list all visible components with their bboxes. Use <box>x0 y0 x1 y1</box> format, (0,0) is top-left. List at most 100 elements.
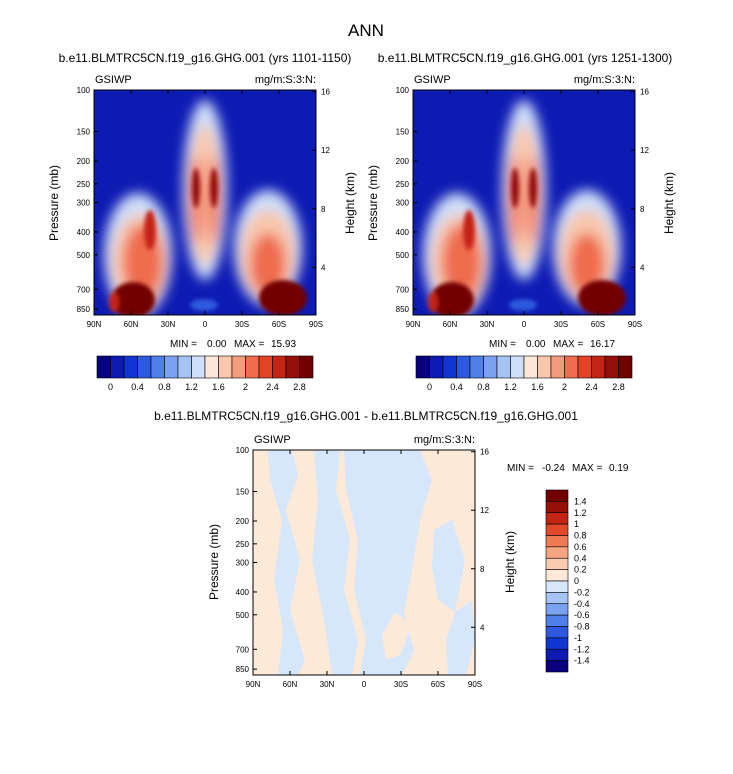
panel-3-max-label: MAX = <box>572 463 602 474</box>
panel-1-max-value: 15.93 <box>271 339 296 350</box>
x-tick-label: 60S <box>272 320 286 329</box>
colorbar-label: 0.4 <box>574 553 587 563</box>
y-tick-label: 500 <box>396 251 410 260</box>
panel-3-field <box>253 450 475 675</box>
y-tick-label: 250 <box>77 180 91 189</box>
y-tick-label: 300 <box>236 559 250 568</box>
panel-2-field <box>413 90 635 315</box>
colorbar-label: 2.8 <box>293 382 306 392</box>
colorbar-label: 2 <box>562 382 567 392</box>
x-tick-label: 30S <box>394 680 408 689</box>
colorbar-swatch <box>204 355 219 379</box>
y-tick-label: 400 <box>77 228 91 237</box>
panel-2-min-value: 0.00 <box>526 339 546 350</box>
panel-1-min-label: MIN = <box>170 339 197 350</box>
colorbar-swatch <box>442 355 457 379</box>
colorbar-label: 0.8 <box>574 531 587 541</box>
y-tick-label: 200 <box>236 517 250 526</box>
x-tick-label: 90N <box>87 320 102 329</box>
panel-3-y2-axis-title: Height (km) <box>503 531 517 593</box>
panel-2-y2-axis-title: Height (km) <box>662 172 676 234</box>
colorbar-label: 1.6 <box>531 382 544 392</box>
colorbar-swatch <box>245 355 260 379</box>
colorbar-label: -1 <box>574 633 582 643</box>
y-tick-label: 400 <box>396 228 410 237</box>
colorbar-label: -0.4 <box>574 599 590 609</box>
y-tick-label: 300 <box>77 199 91 208</box>
x-tick-label: 30N <box>320 680 335 689</box>
panel-1-units-label: mg/m:S:3:N: <box>255 74 316 86</box>
y-tick-label: 250 <box>236 540 250 549</box>
x-tick-label: 90S <box>468 680 482 689</box>
colorbar-swatch <box>545 512 569 525</box>
y2-tick-label: 8 <box>640 205 645 214</box>
x-tick-label: 60N <box>443 320 458 329</box>
panel-3-min-value: -0.24 <box>542 463 565 474</box>
colorbar-swatch <box>258 355 273 379</box>
colorbar-swatch <box>564 355 579 379</box>
colorbar-label: 0.4 <box>450 382 463 392</box>
panel-2-variable-label: GSIWP <box>414 74 451 86</box>
colorbar-swatch <box>510 355 525 379</box>
colorbar-label: 1.2 <box>574 508 587 518</box>
colorbar-label: 1.4 <box>574 496 587 506</box>
colorbar-label: 0 <box>574 576 579 586</box>
panel-1-variable-label: GSIWP <box>95 74 132 86</box>
y2-tick-label: 16 <box>480 448 489 457</box>
colorbar-swatch <box>545 603 569 616</box>
y-tick-label: 700 <box>236 645 250 654</box>
panel-3-min-label: MIN = <box>507 463 534 474</box>
colorbar-swatch <box>469 355 484 379</box>
panel-3-max-value: 0.19 <box>609 463 629 474</box>
colorbar-swatch <box>577 355 592 379</box>
colorbar-swatch <box>137 355 152 379</box>
y-tick-label: 100 <box>396 86 410 95</box>
colorbar-label: 1.6 <box>212 382 225 392</box>
colorbar-swatch <box>299 355 314 379</box>
colorbar-swatch <box>545 592 569 605</box>
colorbar-label: 0.4 <box>131 382 144 392</box>
y-tick-label: 250 <box>396 180 410 189</box>
x-tick-label: 30S <box>554 320 568 329</box>
colorbar-swatch <box>545 557 569 570</box>
panel-3: b.e11.BLMTRC5CN.f19_g16.GHG.001 - b.e11.… <box>154 409 629 689</box>
y-tick-label: 200 <box>77 157 91 166</box>
panel-1-field <box>94 90 316 315</box>
colorbar-swatch <box>96 355 111 379</box>
colorbar-swatch <box>150 355 165 379</box>
y2-tick-label: 4 <box>321 263 326 272</box>
colorbar-swatch <box>123 355 138 379</box>
colorbar-swatch <box>523 355 538 379</box>
colorbar-label: 0.2 <box>574 565 587 575</box>
colorbar-swatch <box>456 355 471 379</box>
y-tick-label: 200 <box>396 157 410 166</box>
panel-3-axes: 90N 60N 30N 0 30S 60S 90S 100 150 200 250 300 400 500… <box>236 446 490 689</box>
colorbar-swatch <box>415 355 430 379</box>
y-tick-label: 150 <box>396 128 410 137</box>
x-tick-label: 30N <box>161 320 176 329</box>
panel-2-min-label: MIN = <box>489 339 516 350</box>
x-tick-label: 60S <box>431 680 445 689</box>
y2-tick-label: 4 <box>480 623 485 632</box>
colorbar-swatch <box>545 626 569 639</box>
y-tick-label: 700 <box>77 285 91 294</box>
colorbar-swatch <box>545 489 569 502</box>
colorbar-label: 1.2 <box>504 382 517 392</box>
x-tick-label: 30S <box>235 320 249 329</box>
colorbar-swatch <box>272 355 287 379</box>
colorbar-label: -0.6 <box>574 610 590 620</box>
panel-1-subtitle: b.e11.BLMTRC5CN.f19_g16.GHG.001 (yrs 110… <box>59 51 352 65</box>
panel-3-colorbar: 1.41.210.80.60.40.20-0.2-0.4-0.6-0.8-1-1… <box>545 489 590 673</box>
x-tick-label: 0 <box>362 680 367 689</box>
y2-tick-label: 8 <box>480 565 485 574</box>
colorbar-label: 0.8 <box>477 382 490 392</box>
x-tick-label: 60S <box>591 320 605 329</box>
colorbar-swatch <box>545 535 569 548</box>
y-tick-label: 500 <box>236 611 250 620</box>
colorbar-swatch <box>191 355 206 379</box>
colorbar-label: 0.6 <box>574 542 587 552</box>
colorbar-swatch <box>496 355 511 379</box>
colorbar-label: -0.8 <box>574 622 590 632</box>
panel-2-axes: 90N 60N 30N 0 30S 60S 90S 100 150 200 250 300 400 500… <box>396 86 650 329</box>
y2-tick-label: 16 <box>640 88 649 97</box>
